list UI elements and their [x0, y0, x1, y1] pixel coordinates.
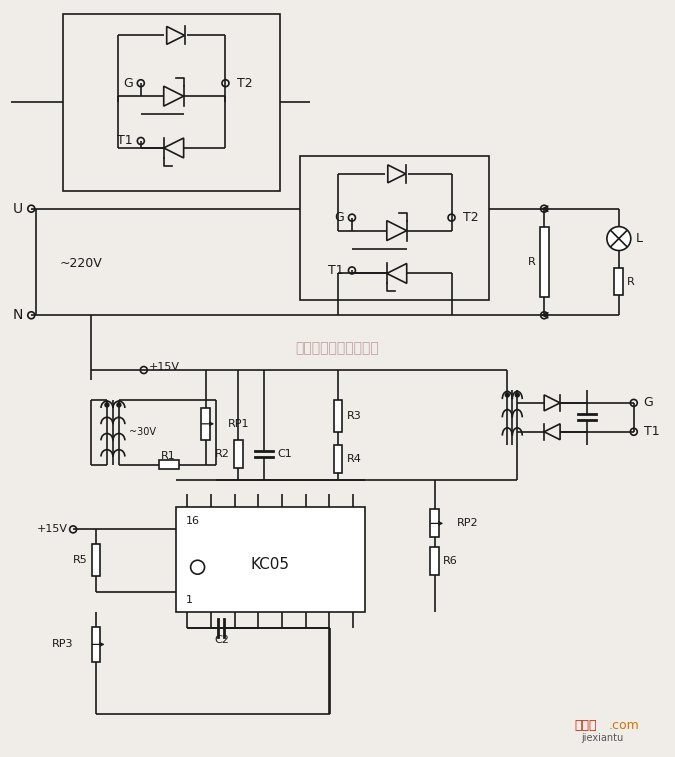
Bar: [333, 444, 342, 472]
Text: R6: R6: [443, 556, 458, 566]
Circle shape: [448, 214, 455, 221]
Text: T2: T2: [238, 76, 253, 90]
Text: jiexiantu: jiexiantu: [581, 733, 623, 743]
Text: R2: R2: [215, 449, 230, 459]
Text: RP2: RP2: [457, 519, 479, 528]
Text: ~220V: ~220V: [59, 257, 102, 270]
Bar: [63, 14, 280, 191]
Bar: [300, 156, 489, 301]
Circle shape: [630, 400, 637, 407]
Bar: [92, 544, 101, 576]
Circle shape: [137, 138, 144, 145]
Bar: [176, 507, 365, 612]
Circle shape: [506, 393, 510, 397]
Circle shape: [190, 560, 205, 575]
Circle shape: [607, 226, 631, 251]
Text: 接线图: 接线图: [574, 718, 597, 731]
Text: RP1: RP1: [228, 419, 250, 428]
Text: G: G: [334, 211, 344, 224]
Text: C1: C1: [277, 449, 292, 459]
Bar: [430, 547, 439, 575]
Text: T1: T1: [644, 425, 659, 438]
Circle shape: [348, 267, 356, 274]
Circle shape: [137, 79, 144, 87]
Text: KC05: KC05: [251, 557, 290, 572]
Bar: [234, 440, 243, 468]
Text: RP3: RP3: [52, 640, 74, 650]
Bar: [430, 509, 439, 537]
Text: T1: T1: [117, 135, 133, 148]
Text: R4: R4: [346, 453, 361, 464]
Text: U: U: [14, 201, 24, 216]
Circle shape: [541, 205, 547, 212]
Circle shape: [28, 205, 34, 212]
Text: N: N: [13, 308, 24, 322]
Bar: [159, 460, 179, 469]
Text: 16: 16: [186, 516, 200, 526]
Text: G: G: [123, 76, 133, 90]
Text: T2: T2: [464, 211, 479, 224]
Circle shape: [140, 366, 147, 373]
Text: .com: .com: [609, 718, 640, 731]
Text: G: G: [644, 397, 653, 410]
Bar: [333, 400, 342, 431]
Text: R5: R5: [73, 555, 88, 565]
Text: ~30V: ~30V: [129, 427, 156, 438]
Text: R: R: [627, 277, 635, 287]
Circle shape: [70, 526, 76, 533]
Bar: [201, 408, 210, 440]
Text: +15V: +15V: [148, 362, 180, 372]
Bar: [92, 627, 101, 662]
Text: 1: 1: [186, 595, 192, 605]
Text: +15V: +15V: [37, 525, 68, 534]
Text: C2: C2: [214, 635, 229, 645]
Bar: [540, 226, 549, 298]
Text: 杭州将睿科技有限公司: 杭州将睿科技有限公司: [295, 341, 379, 355]
Circle shape: [630, 428, 637, 435]
Circle shape: [541, 312, 547, 319]
Circle shape: [105, 403, 109, 407]
Circle shape: [117, 403, 121, 407]
Circle shape: [348, 214, 356, 221]
Bar: [614, 269, 623, 295]
Circle shape: [515, 393, 519, 397]
Text: T1: T1: [328, 264, 344, 277]
Circle shape: [28, 312, 34, 319]
Text: R: R: [528, 257, 536, 267]
Circle shape: [222, 79, 229, 87]
Text: R1: R1: [161, 451, 176, 461]
Text: R3: R3: [346, 411, 361, 421]
Text: L: L: [636, 232, 643, 245]
